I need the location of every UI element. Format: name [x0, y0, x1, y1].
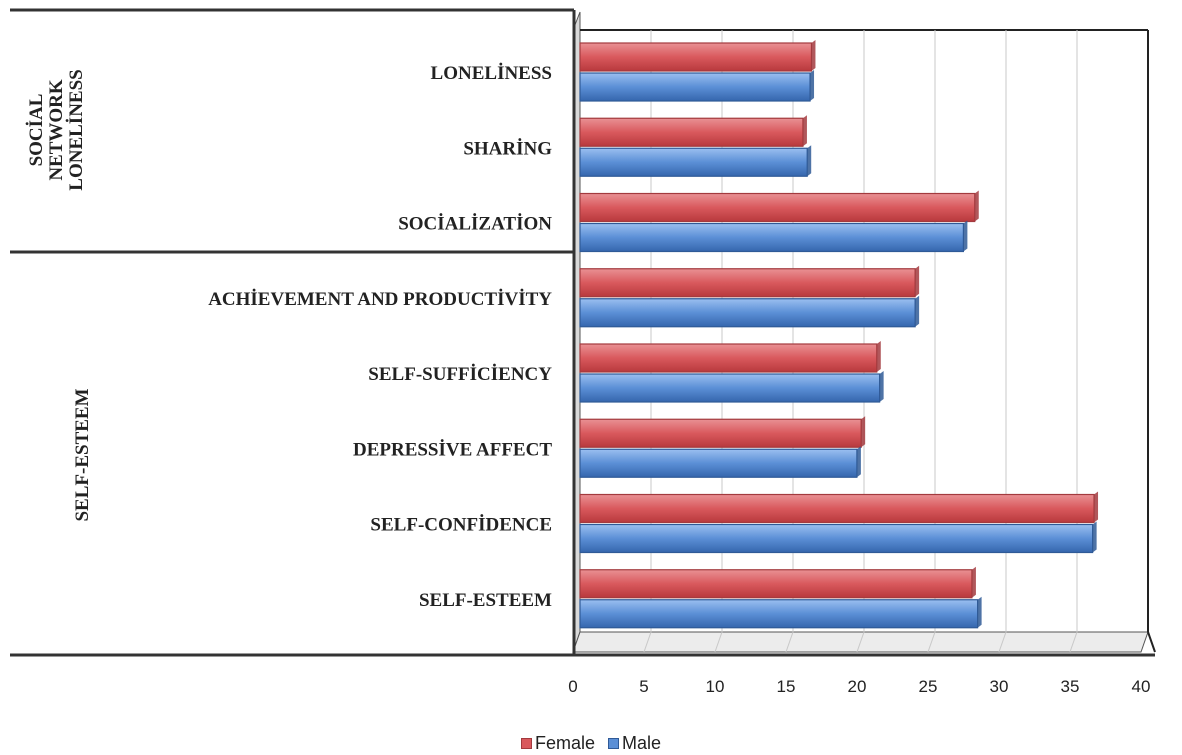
- bar-female: [579, 341, 881, 373]
- gridline-floor: [643, 631, 652, 653]
- legend-swatch-female: [520, 738, 532, 749]
- category-label: SELF-SUFFİCİENCY: [368, 364, 552, 385]
- corner-edge: [1147, 631, 1156, 653]
- bar-male: [579, 220, 968, 253]
- bar-male: [579, 596, 982, 629]
- gridline-floor: [785, 631, 794, 653]
- x-axis-ticks: 0 5 10 15 20 25 30 35 40: [568, 677, 1150, 696]
- x-tick-label: 10: [706, 677, 725, 696]
- x-tick-label: 20: [848, 677, 867, 696]
- chart-frame: [10, 8, 1156, 657]
- category-label: LONELİNESS: [431, 63, 552, 84]
- legend-item-female: Female: [520, 733, 595, 754]
- x-tick-label: 5: [639, 677, 648, 696]
- bar-male: [579, 295, 920, 328]
- bar-male: [579, 446, 861, 478]
- category-label: SELF-ESTEEM: [419, 590, 552, 611]
- gridline-floor: [1069, 631, 1078, 653]
- bar-female: [579, 40, 816, 72]
- category-label: SOCİALİZATİON: [398, 214, 552, 235]
- group-label: SELF-ESTEEM: [72, 388, 93, 521]
- legend-item-male: Male: [608, 733, 661, 754]
- group-label: SOCİALNETWORKLONELİNESS: [26, 69, 87, 190]
- category-label: SHARİNG: [463, 138, 552, 159]
- category-label: DEPRESSİVE AFFECT: [353, 439, 552, 460]
- bar-male: [579, 521, 1097, 554]
- bar-male: [579, 371, 884, 403]
- bar-female: [579, 115, 807, 147]
- bar-female: [579, 416, 866, 448]
- bar-female: [579, 566, 976, 599]
- x-tick-label: 25: [919, 677, 938, 696]
- gridline-floor: [927, 631, 936, 653]
- x-tick-label: 0: [568, 677, 577, 696]
- bar-female: [579, 265, 920, 298]
- category-label: ACHİEVEMENT AND PRODUCTİVİTY: [208, 289, 552, 310]
- group-labels: SELF-ESTEEM SOCİALNETWORKLONELİNESS: [26, 69, 93, 521]
- legend-label-female: Female: [534, 733, 595, 753]
- legend-swatch-male: [608, 738, 620, 749]
- legend: Female Male: [0, 733, 1182, 754]
- gridline-floor: [714, 631, 723, 653]
- bars: [579, 40, 1099, 629]
- bar-male: [579, 145, 812, 177]
- x-tick-label: 15: [777, 677, 796, 696]
- x-tick-label: 35: [1061, 677, 1080, 696]
- gridline-floor: [998, 631, 1007, 653]
- category-label: SELF-CONFİDENCE: [370, 515, 552, 536]
- x-tick-label: 40: [1132, 677, 1151, 696]
- bar-female: [579, 190, 979, 223]
- bar-female: [579, 491, 1099, 524]
- bar-male: [579, 70, 815, 102]
- x-tick-label: 30: [990, 677, 1009, 696]
- gridline-floor: [856, 631, 865, 653]
- category-labels: SELF-ESTEEM SELF-CONFİDENCE DEPRESSİVE AFF…: [208, 63, 552, 611]
- legend-label-male: Male: [622, 733, 662, 753]
